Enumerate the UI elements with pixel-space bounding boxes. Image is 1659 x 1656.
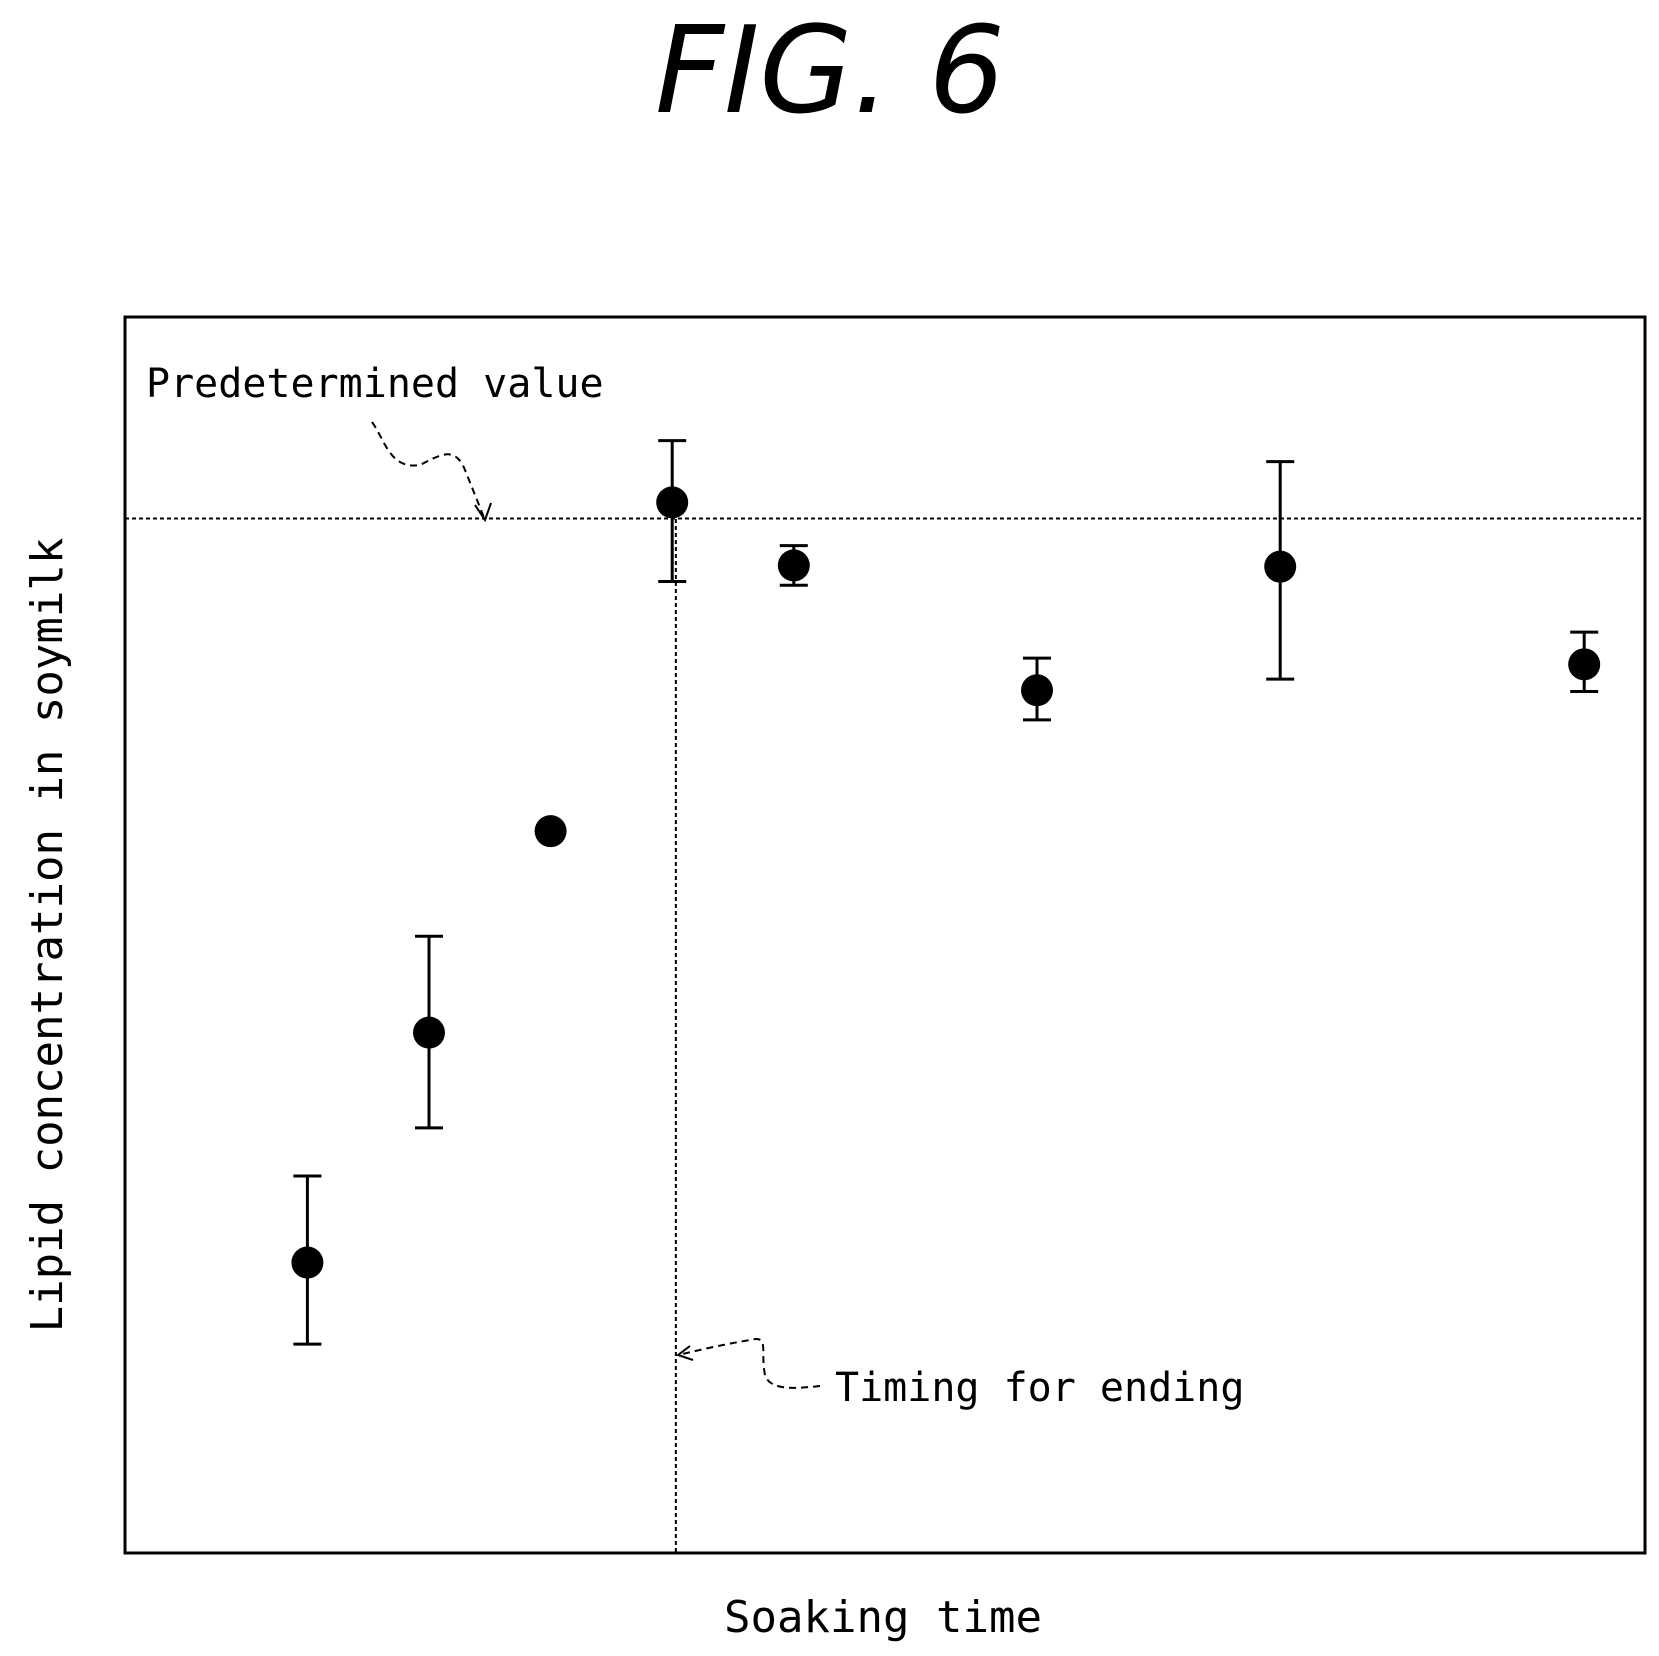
error-bars bbox=[293, 439, 1599, 1346]
data-point bbox=[413, 1016, 445, 1049]
predetermined-value-arrowhead bbox=[474, 502, 492, 523]
timing-for-ending-arrowhead bbox=[675, 1345, 694, 1361]
x-axis-label: Soaking time bbox=[724, 1592, 1042, 1643]
y-axis-label: Lipid concentration in soymilk bbox=[22, 538, 73, 1333]
data-point bbox=[777, 549, 810, 582]
data-points bbox=[291, 486, 1601, 1279]
data-point bbox=[1021, 674, 1053, 707]
predetermined-value-label: Predetermined value bbox=[146, 361, 604, 407]
data-point bbox=[1264, 550, 1297, 583]
data-point bbox=[656, 486, 689, 519]
data-point bbox=[291, 1246, 324, 1279]
timing-for-ending-pointer bbox=[677, 1338, 821, 1389]
reference-lines bbox=[125, 505, 1645, 1553]
data-point bbox=[534, 815, 567, 848]
predetermined-value-pointer bbox=[371, 421, 486, 521]
data-point bbox=[1568, 648, 1601, 681]
timing-for-ending-label: Timing for ending bbox=[835, 1365, 1244, 1411]
plot-frame bbox=[123, 315, 1647, 1555]
figure-label: FIG. 6 bbox=[655, 2, 1005, 141]
